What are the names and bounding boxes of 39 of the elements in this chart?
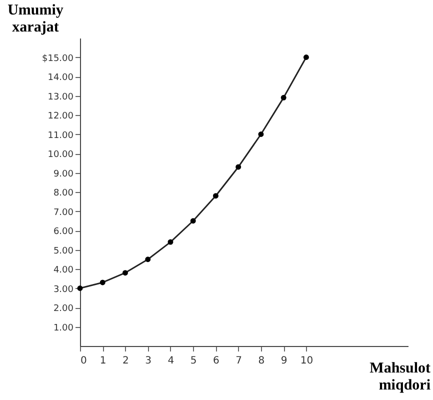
y-tick-label: 11.00 [48,130,74,141]
y-tick-label: 2.00 [53,304,74,314]
y-tick-label: 14.00 [48,73,74,83]
point [122,270,128,276]
y-tick-label: 12.00 [48,112,74,122]
y-tick-label: 6.00 [53,227,74,237]
y-tick-label: 7.00 [53,208,74,218]
point [168,239,174,245]
x-tick-label: 3 [145,356,152,366]
y-tick-label: 9.00 [53,169,74,180]
y-tick-label: 3.00 [53,284,74,295]
point [145,256,151,262]
point [280,94,286,100]
y-tick-label: 5.00 [53,246,74,256]
point [100,280,106,286]
y-tick-label: $15.00 [42,54,74,64]
y-tick-label: 1.00 [53,323,74,334]
point [258,132,264,137]
y-tick-label: 10.00 [48,150,74,160]
x-tick-label: 7 [236,356,242,366]
point [236,164,242,170]
x-tick-label: 0 [80,356,87,366]
y-axis-title: Umumiy xarajat [8,2,64,36]
x-tick-label: 9 [280,356,288,366]
x-tick-label: 6 [213,356,220,366]
y-tick-label: 8.00 [53,188,74,198]
x-tick-label: 5 [190,356,197,366]
x-tick-label: 10 [300,356,314,366]
point [212,193,218,199]
y-tick-label: 13.00 [48,92,74,102]
y-tick-label: 4.00 [53,266,74,276]
x-tick-label: 8 [258,356,265,366]
x-axis-title: Mahsulot miqdori [370,360,431,394]
point [190,218,196,224]
point [77,286,83,291]
point [303,54,309,60]
x-tick-label: 1 [100,356,106,366]
x-tick-label: 2 [122,356,129,366]
x-tick-label: 4 [168,356,174,366]
